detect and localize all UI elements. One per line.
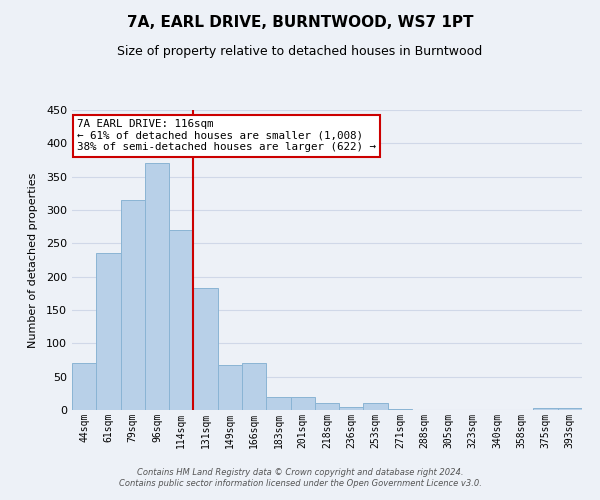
Text: 7A, EARL DRIVE, BURNTWOOD, WS7 1PT: 7A, EARL DRIVE, BURNTWOOD, WS7 1PT bbox=[127, 15, 473, 30]
Bar bbox=[290, 398, 315, 410]
Bar bbox=[193, 288, 218, 410]
Bar bbox=[121, 200, 145, 410]
Bar bbox=[169, 230, 193, 410]
Bar bbox=[72, 364, 96, 410]
Bar bbox=[145, 164, 169, 410]
Bar bbox=[364, 402, 388, 410]
Bar bbox=[242, 364, 266, 410]
Bar bbox=[96, 254, 121, 410]
Bar bbox=[266, 396, 290, 410]
Bar bbox=[339, 408, 364, 410]
Bar bbox=[533, 408, 558, 410]
Bar bbox=[218, 364, 242, 410]
Y-axis label: Number of detached properties: Number of detached properties bbox=[28, 172, 38, 348]
Bar bbox=[388, 408, 412, 410]
Text: 7A EARL DRIVE: 116sqm
← 61% of detached houses are smaller (1,008)
38% of semi-d: 7A EARL DRIVE: 116sqm ← 61% of detached … bbox=[77, 119, 376, 152]
Bar bbox=[558, 408, 582, 410]
Text: Contains HM Land Registry data © Crown copyright and database right 2024.
Contai: Contains HM Land Registry data © Crown c… bbox=[119, 468, 481, 487]
Bar bbox=[315, 404, 339, 410]
Text: Size of property relative to detached houses in Burntwood: Size of property relative to detached ho… bbox=[118, 45, 482, 58]
